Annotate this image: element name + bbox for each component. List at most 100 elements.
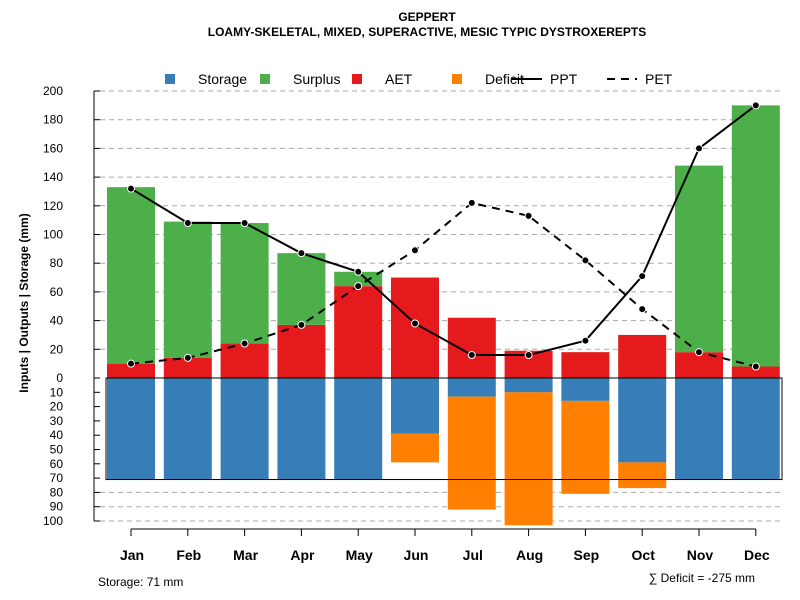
surplus-bar: [731, 105, 780, 367]
x-tick-label: Oct: [632, 547, 656, 563]
storage-bar: [731, 378, 780, 480]
legend-label: PPT: [550, 71, 578, 87]
x-tick-label: Jan: [120, 547, 144, 563]
y-tick-label: 50: [50, 443, 64, 457]
lines: [127, 101, 760, 371]
surplus-bar: [220, 223, 269, 344]
y-tick-label: 120: [43, 199, 63, 213]
legend: Storage Surplus AET Deficit PPT PET: [165, 71, 673, 87]
pet-point: [467, 198, 476, 207]
bars: [105, 105, 783, 526]
legend-swatch: [452, 74, 462, 84]
storage-bar: [277, 378, 326, 480]
aet-bar: [731, 366, 780, 378]
ppt-point: [297, 249, 306, 258]
storage-bar: [107, 378, 155, 480]
storage-bar: [220, 378, 269, 480]
surplus-bar: [675, 165, 723, 353]
aet-bar: [391, 277, 439, 378]
y-tick-label: 40: [50, 314, 64, 328]
legend-label: PET: [645, 71, 673, 87]
y-tick-label: 20: [50, 400, 64, 414]
ppt-point: [467, 351, 476, 360]
pet-point: [183, 353, 192, 362]
legend-label: Deficit: [485, 71, 524, 87]
ppt-point: [695, 144, 703, 153]
pet-point: [638, 305, 647, 314]
y-tick-label: 40: [50, 428, 64, 442]
x-tick-label: Dec: [744, 547, 770, 563]
y-tick-label: 80: [50, 256, 64, 270]
y-tick-label: 70: [50, 471, 64, 485]
legend-swatch: [260, 74, 270, 84]
aet-bar: [107, 363, 155, 378]
y-tick-label: 180: [43, 113, 63, 127]
y-tick-label: 90: [50, 500, 64, 514]
x-tick-label: Aug: [516, 547, 543, 563]
legend-swatch: [352, 74, 362, 84]
gridlines: [100, 90, 782, 522]
y-tick-label: 0: [56, 371, 63, 385]
y-tick-label: 10: [50, 385, 64, 399]
y-tick-label: 100: [43, 514, 63, 528]
aet-bar: [618, 334, 667, 378]
storage-bar: [504, 378, 553, 393]
pet-point: [695, 348, 703, 357]
y-tick-label: 200: [43, 84, 63, 98]
surplus-bar: [107, 187, 155, 364]
pet-line: [130, 201, 757, 368]
x-tick-label: Mar: [233, 547, 258, 563]
storage-bar: [675, 378, 723, 480]
storage-bar: [334, 378, 383, 480]
pet-point: [411, 246, 419, 255]
ppt-point: [127, 184, 135, 193]
surplus-bar: [163, 221, 212, 358]
aet-bar: [334, 286, 383, 378]
aet-bar: [220, 343, 269, 378]
legend-label: AET: [385, 71, 413, 87]
pet-point: [751, 362, 760, 371]
pet-point: [297, 320, 306, 329]
storage-bar: [163, 378, 212, 480]
storage-footer: Storage: 71 mm: [98, 575, 183, 589]
deficit-bar: [391, 433, 439, 463]
storage-bar: [618, 378, 667, 463]
pet-point: [354, 282, 363, 291]
legend-label: Storage: [198, 71, 247, 87]
ppt-point: [354, 267, 363, 276]
y-axis: 0204060801001201401601802001020304050607…: [43, 84, 100, 528]
deficit-bar: [504, 392, 553, 526]
pet-point: [524, 211, 533, 220]
ppt-point: [638, 272, 647, 281]
ppt-line: [130, 104, 757, 357]
y-tick-label: 160: [43, 141, 63, 155]
ppt-point: [411, 319, 419, 328]
pet-point: [240, 339, 249, 348]
aet-bar: [561, 352, 610, 378]
x-axis: Jan Feb Mar Apr May Jun Jul Aug Sep Oct Nov Dec: [120, 528, 770, 563]
aet-bar: [277, 324, 326, 378]
y-tick-label: 80: [50, 485, 64, 499]
y-tick-label: 140: [43, 170, 63, 184]
deficit-bar: [561, 400, 610, 494]
y-tick-label: 60: [50, 457, 64, 471]
aet-bar: [447, 317, 496, 378]
pet-point: [581, 256, 590, 265]
chart-subtitle: LOAMY-SKELETAL, MIXED, SUPERACTIVE, MESI…: [208, 25, 647, 39]
y-tick-label: 30: [50, 414, 64, 428]
pet-point: [127, 359, 135, 368]
y-tick-label: 20: [50, 342, 64, 356]
x-tick-label: Apr: [290, 547, 315, 563]
surplus-bar: [277, 253, 326, 325]
y-axis-label: Inputs | Outputs | Storage (mm): [17, 213, 31, 392]
x-tick-label: Nov: [687, 547, 714, 563]
x-tick-label: Sep: [574, 547, 600, 563]
deficit-bar: [618, 462, 667, 489]
y-tick-label: 60: [50, 285, 64, 299]
legend-swatch: [165, 74, 175, 84]
deficit-bar: [447, 396, 496, 510]
x-tick-label: Jul: [463, 547, 483, 563]
storage-bar: [391, 378, 439, 434]
x-tick-label: Feb: [176, 547, 201, 563]
ppt-point: [240, 219, 249, 228]
